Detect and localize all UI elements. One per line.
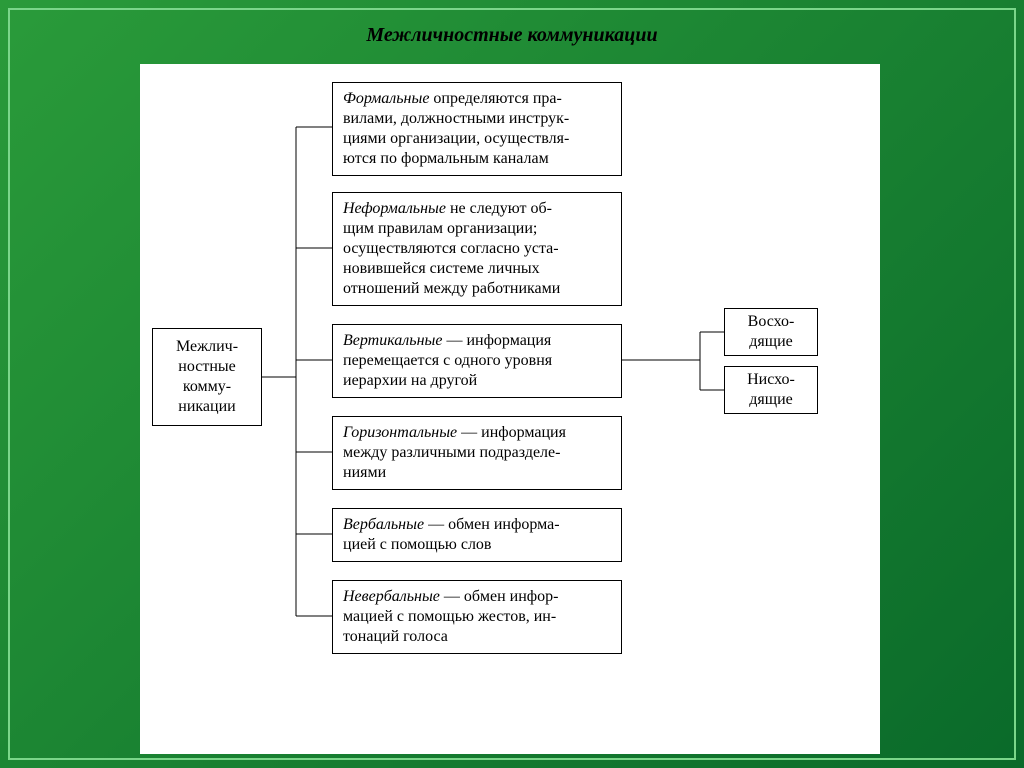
- diagram-panel: Межлич- ностные комму- никации Формальные…: [140, 64, 880, 754]
- sub-box-0: Восхо- дящие: [724, 308, 818, 356]
- category-lead: Формальные: [343, 90, 429, 107]
- category-box-2: Вертикальные — информация перемещается с…: [332, 324, 622, 398]
- category-box-4: Вербальные — обмен информа- цией с помощ…: [332, 508, 622, 562]
- category-lead: Горизонтальные: [343, 424, 457, 441]
- slide: Межличностные коммуникации Межлич- ностн…: [0, 0, 1024, 768]
- sub-box-1: Нисхо- дящие: [724, 366, 818, 414]
- category-box-3: Горизонтальные — информация между различ…: [332, 416, 622, 490]
- category-box-5: Невербальные — обмен инфор- мацией с пом…: [332, 580, 622, 654]
- category-box-0: Формальные определяются пра- вилами, дол…: [332, 82, 622, 176]
- slide-title: Межличностные коммуникации: [0, 24, 1024, 47]
- category-lead: Невербальные: [343, 588, 440, 605]
- category-box-1: Неформальные не следуют об- щим правилам…: [332, 192, 622, 306]
- category-lead: Вертикальные: [343, 332, 442, 349]
- root-box: Межлич- ностные комму- никации: [152, 328, 262, 426]
- category-lead: Вербальные: [343, 516, 424, 533]
- category-lead: Неформальные: [343, 200, 446, 217]
